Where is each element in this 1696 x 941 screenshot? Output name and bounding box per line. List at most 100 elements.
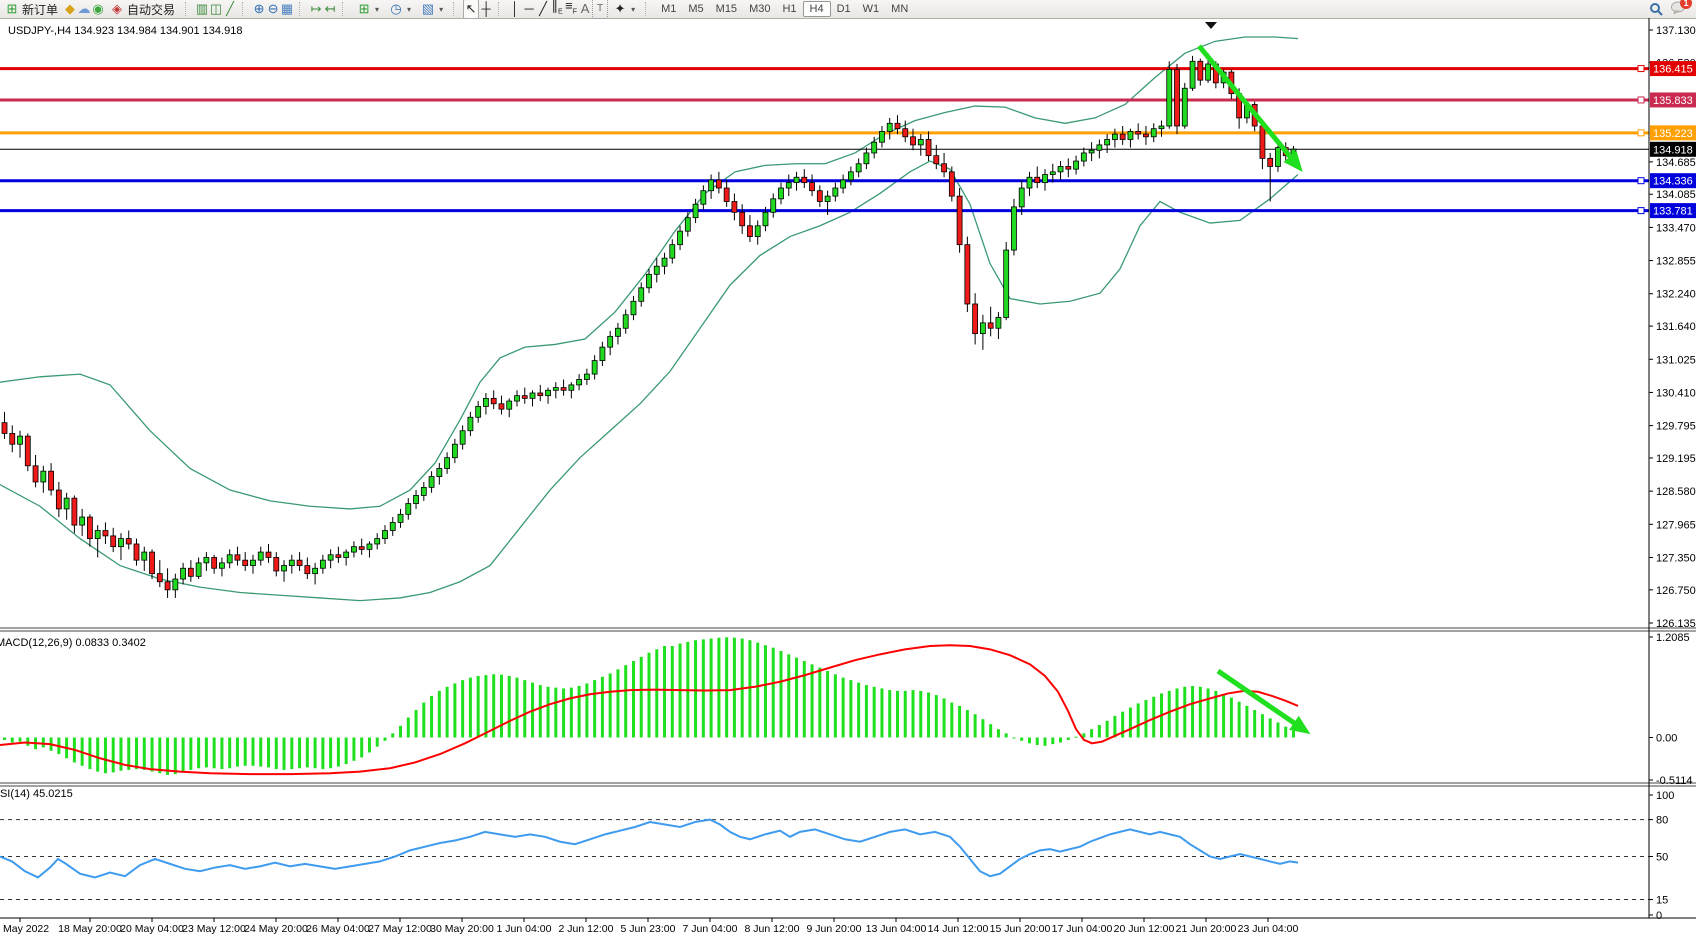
horizontal-level-line[interactable] <box>0 207 1649 215</box>
horizontal-level-line[interactable] <box>0 129 1649 137</box>
timeframe-M5[interactable]: M5 <box>688 3 704 15</box>
zoom-out-icon[interactable]: ⊖ <box>267 1 279 16</box>
text-icon[interactable]: A <box>580 1 590 16</box>
candle-body-bear <box>560 387 567 391</box>
template-icon: ▧ <box>421 1 435 16</box>
timeframe-H1[interactable]: H1 <box>782 3 797 15</box>
timeframe-M1[interactable]: M1 <box>661 3 677 15</box>
candle-body-bull <box>397 513 404 523</box>
indicators-button[interactable]: ⊞ ▾ <box>352 0 384 18</box>
candle <box>1174 63 1180 135</box>
periods-button[interactable]: ◷ ▾ <box>384 0 416 18</box>
line-handle[interactable] <box>1637 96 1645 104</box>
search-icon[interactable] <box>1649 2 1663 16</box>
timeframe-MN[interactable]: MN <box>891 3 909 15</box>
zoom-in-icon[interactable]: ⊕ <box>253 1 265 16</box>
trendline-icon[interactable]: ╱ <box>539 1 547 16</box>
price-tag[interactable]: 134.918 <box>1650 141 1696 157</box>
line-handle[interactable] <box>1637 207 1645 215</box>
horizontal-level-line[interactable] <box>0 177 1649 185</box>
candle-body-bear <box>902 128 909 138</box>
candle-body-bull <box>141 551 148 561</box>
candle <box>847 166 854 186</box>
price-tag[interactable]: 135.223 <box>1650 125 1696 141</box>
horizontal-level-line[interactable] <box>0 65 1649 73</box>
trend-arrow[interactable] <box>1216 668 1311 735</box>
line-handle[interactable] <box>1637 177 1645 185</box>
macd-histogram-bar <box>934 695 938 738</box>
candle <box>1197 58 1204 86</box>
crosshair-icon[interactable]: ┼ <box>481 1 491 16</box>
signals-icon[interactable]: ◉ <box>92 1 104 16</box>
candle-body-bear <box>242 559 249 566</box>
candlestick-chart-icon[interactable]: ◫ <box>209 1 223 16</box>
candle <box>816 185 823 207</box>
tile-windows-icon[interactable]: ▦ <box>280 1 294 16</box>
price-axis[interactable]: 137.130136.530134.685134.085133.470132.8… <box>1649 25 1696 630</box>
cursor-icon[interactable]: ↖ <box>463 0 480 19</box>
timeframe-M15[interactable]: M15 <box>715 3 738 15</box>
chart-shift-marker[interactable] <box>1205 22 1217 29</box>
candle-body-bull <box>762 211 769 227</box>
macd-histogram-bar <box>771 647 775 738</box>
macd-histogram-bar <box>919 690 923 738</box>
horizontal-level-line[interactable] <box>0 96 1649 104</box>
candle <box>475 401 482 423</box>
chart-surface[interactable]: 137.130136.530134.685134.085133.470132.8… <box>0 18 1696 941</box>
candle-body-bull <box>1111 133 1118 140</box>
new-order-button[interactable]: ⊞ 新订单 <box>0 0 63 18</box>
auto-scroll-icon[interactable]: ↤ <box>324 1 336 16</box>
vertical-line-icon[interactable]: │ <box>511 1 520 16</box>
timeframe-D1[interactable]: D1 <box>836 3 851 15</box>
line-handle[interactable] <box>1637 65 1645 73</box>
bar-chart-icon[interactable]: ▥ <box>195 1 209 16</box>
separator <box>242 2 250 16</box>
trend-arrow[interactable] <box>1197 44 1303 172</box>
time-tick-label: 30 May 20:00 <box>430 923 494 935</box>
candle-body-bear <box>1259 125 1266 159</box>
gold-icon[interactable]: ◆ <box>65 1 76 16</box>
rsi-tick-label: 0 <box>1656 910 1662 922</box>
price-tag[interactable]: 133.781 <box>1650 203 1696 219</box>
candle <box>1049 163 1056 183</box>
indicator-axes[interactable]: 1.2085 0.00 -0.5114 100 80 50 15 0 <box>1649 632 1693 922</box>
candle-body-bear <box>801 176 808 184</box>
candle-body-bull <box>770 198 777 213</box>
candle <box>739 204 746 234</box>
candle-body-bear <box>1034 176 1041 184</box>
new-order-icon: ⊞ <box>6 1 18 16</box>
candle <box>785 174 792 197</box>
macd-histogram-bar <box>1144 700 1148 738</box>
candle <box>1104 134 1111 153</box>
chart-shift-icon[interactable]: ↦ <box>310 1 322 16</box>
timeframe-H4[interactable]: H4 <box>802 1 831 17</box>
text-label-icon[interactable]: T <box>592 0 609 19</box>
price-tag[interactable]: 136.415 <box>1650 61 1696 77</box>
line-chart-icon[interactable]: ╱ <box>226 1 234 16</box>
line-handle[interactable] <box>1637 129 1645 137</box>
timeframe-M30[interactable]: M30 <box>749 3 771 15</box>
community-icon[interactable]: ☁ <box>77 1 91 16</box>
price-tag[interactable]: 135.833 <box>1650 92 1696 108</box>
macd-histogram-bar <box>756 642 760 738</box>
equidistant-channel-icon[interactable]: ∥E <box>551 0 563 16</box>
arrows-button[interactable]: ✦ ▾ <box>608 0 640 18</box>
candle <box>87 514 93 547</box>
macd-histogram-bar <box>1113 715 1117 738</box>
candle-body-bull <box>552 387 559 391</box>
macd-histogram-bar <box>197 737 201 769</box>
fibonacci-icon[interactable]: ≡F <box>565 0 578 16</box>
templates-button[interactable]: ▧ ▾ <box>416 0 448 18</box>
chat-button[interactable]: 1 <box>1671 0 1692 17</box>
horizontal-line-icon[interactable]: ─ <box>524 1 534 16</box>
candle-body-bull <box>824 195 831 202</box>
macd-histogram-bar <box>150 737 154 772</box>
price-tag[interactable]: 134.336 <box>1650 173 1696 189</box>
candle <box>250 554 256 574</box>
macd-histogram-bar <box>655 649 659 738</box>
autotrading-button[interactable]: ◈ 自动交易 <box>105 0 180 18</box>
timeframe-W1[interactable]: W1 <box>862 3 880 15</box>
candle-body-bull <box>1011 206 1017 251</box>
macd-histogram-bar <box>166 737 170 775</box>
